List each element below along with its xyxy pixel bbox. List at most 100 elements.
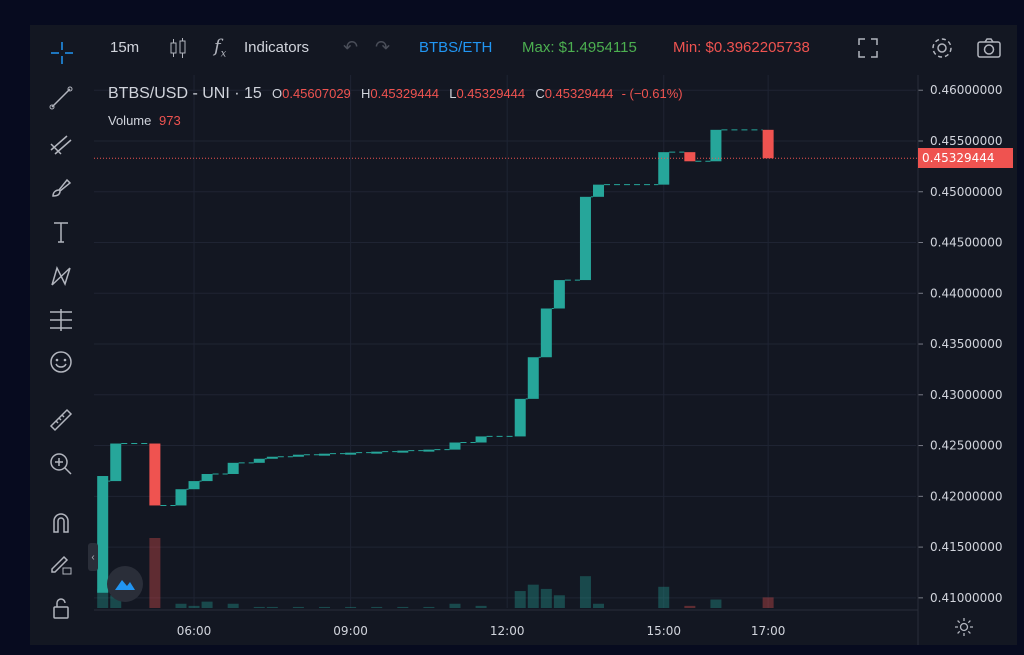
candle [762, 129, 774, 159]
y-tick-label: 0.42000000 [930, 489, 1003, 503]
volume-label: Volume [108, 113, 152, 128]
collapse-toolbar-button[interactable]: ‹ [88, 543, 98, 571]
indicators-button[interactable]: Indicators [244, 39, 310, 56]
fib-tool-icon[interactable] [46, 129, 76, 159]
candle [345, 452, 357, 455]
candle [201, 473, 213, 482]
candle [579, 196, 591, 281]
candle [540, 308, 552, 358]
chart-app: 0.46000000 0.45500000 0.45000000 0.44500000… [30, 25, 1017, 645]
candles-icon[interactable] [169, 37, 187, 64]
text-icon[interactable] [46, 217, 76, 247]
min-price: Min: $0.3962205738 [673, 39, 810, 56]
y-tick-label: 0.44500000 [930, 236, 1003, 250]
axis-settings-icon[interactable] [954, 617, 974, 642]
max-price: Max: $1.4954115 [522, 39, 637, 56]
change-value: - (−0.61%) [621, 86, 683, 101]
candle [449, 442, 461, 450]
volume-bar [371, 606, 383, 608]
y-tick-label: 0.45000000 [930, 185, 1003, 199]
volume-bar [201, 601, 213, 608]
y-tick-label: 0.43500000 [930, 337, 1003, 351]
zoom-in-icon[interactable] [46, 449, 76, 479]
volume-bar [175, 603, 187, 608]
volume-bar [97, 588, 109, 608]
redo-icon[interactable]: ↷ [375, 37, 391, 57]
volume-bar [397, 606, 409, 608]
x-tick-label: 09:00 [333, 624, 368, 638]
crosshair-icon[interactable] [48, 39, 76, 73]
open-label: O [271, 86, 283, 101]
volume-bar [110, 595, 122, 608]
candle [397, 450, 409, 453]
price-chart[interactable]: 0.46000000 0.45500000 0.45000000 0.44500000… [30, 25, 1017, 645]
settings-icon[interactable] [930, 36, 954, 65]
x-tick-label: 06:00 [177, 624, 212, 638]
symbol-title: BTBS/USD - UNI · 15 [108, 85, 262, 102]
volume-value: 973 [159, 113, 181, 128]
candle [97, 476, 109, 593]
undo-icon[interactable]: ↶ [343, 37, 359, 57]
low-value: 0.45329444 [456, 86, 526, 101]
brush-icon[interactable] [46, 173, 76, 203]
interval-button[interactable]: 15m [110, 39, 140, 56]
volume-bar [188, 605, 200, 608]
candle [266, 456, 278, 459]
y-tick-label: 0.44000000 [930, 286, 1003, 300]
candle [253, 458, 265, 463]
high-label: H [360, 86, 371, 101]
volume-bar [527, 584, 539, 608]
y-tick-label: 0.42500000 [930, 439, 1003, 453]
trend-line-icon[interactable] [46, 83, 76, 113]
pair-link[interactable]: BTBS/ETH [419, 39, 493, 56]
volume-bar [540, 588, 552, 608]
emoji-icon[interactable] [46, 347, 76, 377]
tradingview-logo[interactable] [107, 566, 143, 602]
forecast-icon[interactable] [46, 305, 76, 335]
volume-bar [762, 597, 774, 608]
candle [175, 489, 187, 506]
volume-bar [475, 605, 487, 608]
volume-bar [423, 606, 435, 608]
low-label: L [449, 86, 457, 101]
volume-bar [227, 603, 239, 608]
unlock-icon[interactable] [46, 593, 76, 623]
candle [292, 454, 304, 457]
last-price-label: 0.45329444 [918, 148, 1013, 169]
candle [710, 129, 722, 162]
candle [658, 152, 670, 185]
lock-drawing-icon[interactable] [46, 549, 76, 579]
y-tick-label: 0.43000000 [930, 388, 1003, 402]
candle [110, 443, 122, 482]
pattern-icon[interactable] [46, 261, 76, 291]
volume-bar [579, 576, 591, 608]
candle [593, 184, 605, 197]
y-tick-label: 0.46000000 [930, 83, 1003, 97]
ruler-icon[interactable] [46, 405, 76, 435]
volume-legend: Volume 973 [108, 113, 181, 128]
x-tick-label: 15:00 [646, 624, 681, 638]
candle [227, 462, 239, 474]
camera-icon[interactable] [976, 36, 1002, 65]
volume-bar [292, 606, 304, 608]
volume-bar [514, 591, 526, 608]
volume-bar [658, 586, 670, 608]
fullscreen-icon[interactable] [857, 37, 879, 64]
fx-icon[interactable]: fx [214, 36, 227, 60]
x-tick-label: 17:00 [751, 624, 786, 638]
open-value: 0.45607029 [282, 86, 351, 101]
close-value: 0.45329444 [544, 86, 614, 101]
y-tick-label: 0.41000000 [930, 591, 1003, 605]
volume-bar [449, 603, 461, 608]
volume-bar [710, 599, 722, 608]
volume-bar [149, 538, 161, 608]
volume-bar [345, 606, 357, 608]
candle [527, 357, 539, 399]
x-tick-label: 12:00 [490, 624, 525, 638]
volume-bar [684, 605, 696, 608]
ohlc-legend: BTBS/USD - UNI · 15 O0.45607029 H 0.45329… [108, 85, 683, 103]
candle [188, 481, 200, 490]
candle [684, 152, 696, 162]
candle [319, 453, 331, 456]
magnet-icon[interactable] [46, 507, 76, 537]
